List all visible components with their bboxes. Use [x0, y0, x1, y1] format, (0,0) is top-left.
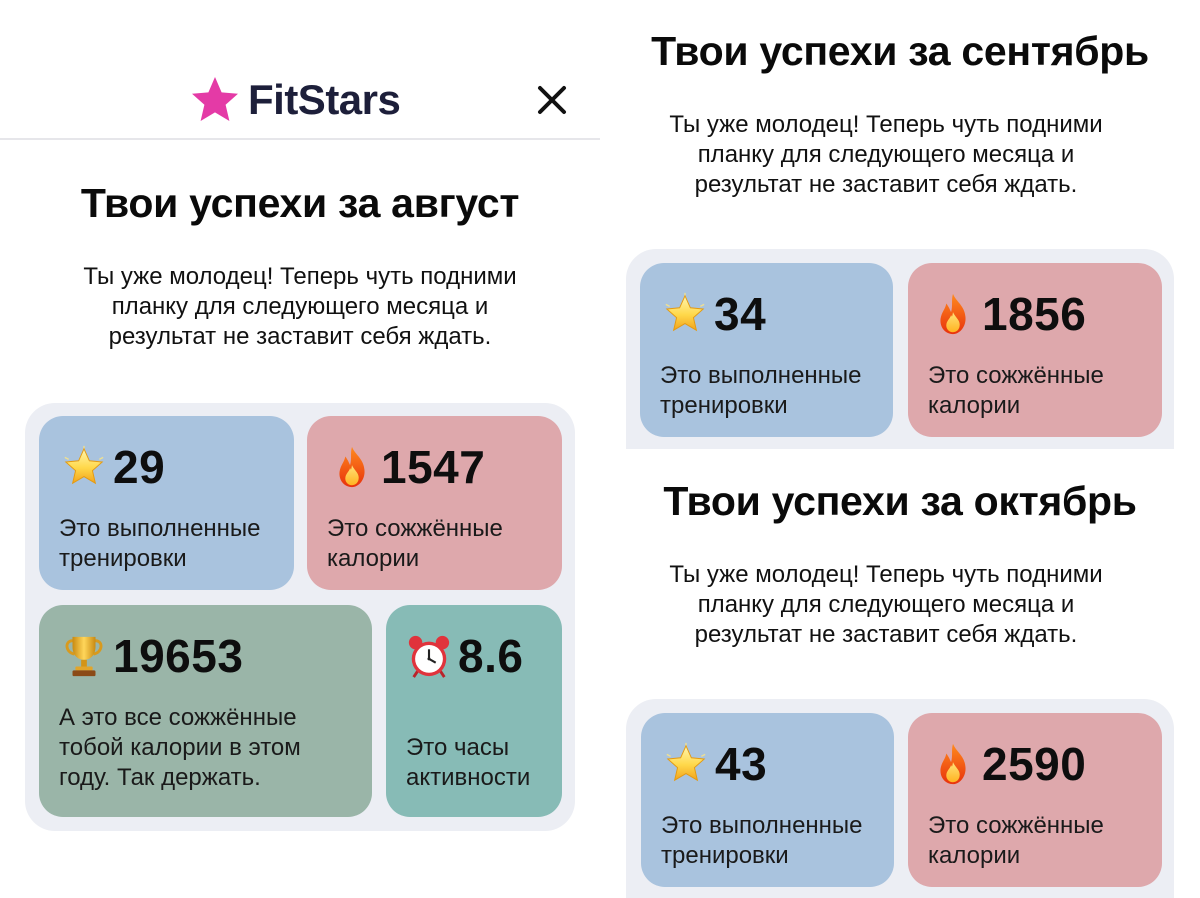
trophy-icon — [61, 633, 107, 679]
stat-caption: Это часы активности — [406, 733, 530, 793]
october-calories-card: 2590 Это сожжённые калории — [908, 713, 1162, 887]
caption-line: калории — [327, 545, 420, 572]
close-icon — [538, 86, 566, 114]
subtitle-line: планку для следующего месяца и — [111, 293, 489, 320]
subtitle-line: Ты уже молодец! Теперь чуть подними — [669, 111, 1103, 138]
alarm-clock-icon — [406, 633, 452, 679]
calories-card: 1547 Это сожжённые калории — [307, 416, 562, 590]
page-title: Твои успехи за август — [80, 180, 520, 226]
caption-line: Это сожжённые — [327, 515, 503, 542]
workouts-card: 29 Это выполненные тренировки — [39, 416, 294, 590]
stat-caption: Это выполненные тренировки — [59, 514, 261, 574]
september-subtitle: Ты уже молодец! Теперь чуть подними план… — [586, 110, 1186, 200]
activity-hours-card: 8.6 Это часы активности — [386, 605, 562, 817]
yearly-calories-card: 19653 А это все сожжённые тобой калории … — [39, 605, 372, 817]
fire-icon — [930, 291, 976, 337]
caption-line: калории — [928, 392, 1021, 419]
stat-caption: Это выполненные тренировки — [661, 811, 863, 871]
fire-icon — [930, 741, 976, 787]
stat-value: 8.6 — [458, 630, 524, 682]
subtitle-line: результат не заставит себя ждать. — [694, 171, 1078, 198]
stat-value: 19653 — [113, 630, 244, 682]
caption-line: Это часы — [406, 734, 510, 761]
stat-caption: А это все сожжённые тобой калории в этом… — [59, 703, 301, 793]
subtitle-line: результат не заставит себя ждать. — [694, 621, 1078, 648]
stat-value: 43 — [715, 738, 768, 790]
caption-line: тренировки — [661, 842, 789, 869]
stat-caption: Это выполненные тренировки — [660, 361, 862, 421]
stat-value: 1547 — [381, 441, 486, 493]
subtitle-line: Ты уже молодец! Теперь чуть подними — [669, 561, 1103, 588]
caption-line: тренировки — [59, 545, 187, 572]
stat-value: 1856 — [982, 288, 1087, 340]
stat-value: 34 — [714, 288, 767, 340]
logo-text: FitStars — [248, 76, 401, 123]
subtitle-line: Ты уже молодец! Теперь чуть подними — [83, 263, 517, 290]
caption-line: Это выполненные — [59, 515, 261, 542]
caption-line: Это выполненные — [661, 812, 863, 839]
caption-line: году. Так держать. — [59, 764, 261, 791]
subtitle: Ты уже молодец! Теперь чуть подними план… — [0, 262, 600, 352]
caption-line: тренировки — [660, 392, 788, 419]
caption-line: калории — [928, 842, 1021, 869]
september-calories-card: 1856 Это сожжённые калории — [908, 263, 1162, 437]
stat-caption: Это сожжённые калории — [928, 361, 1104, 421]
caption-line: А это все сожжённые — [59, 704, 297, 731]
stat-caption: Это сожжённые калории — [327, 514, 503, 574]
star-icon — [192, 77, 238, 121]
september-workouts-card: 34 Это выполненные тренировки — [640, 263, 893, 437]
caption-line: Это сожжённые — [928, 812, 1104, 839]
star-icon — [61, 444, 107, 490]
app-header — [0, 0, 600, 140]
stat-caption: Это сожжённые калории — [928, 811, 1104, 871]
subtitle-line: планку для следующего месяца и — [697, 591, 1075, 618]
october-workouts-card: 43 Это выполненные тренировки — [641, 713, 894, 887]
caption-line: Это сожжённые — [928, 362, 1104, 389]
close-button[interactable] — [530, 78, 574, 122]
caption-line: Это выполненные — [660, 362, 862, 389]
stat-value: 2590 — [982, 738, 1087, 790]
caption-line: тобой калории в этом — [59, 734, 301, 761]
star-icon — [663, 741, 709, 787]
caption-line: активности — [406, 764, 531, 791]
october-subtitle: Ты уже молодец! Теперь чуть подними план… — [586, 560, 1186, 650]
september-title: Твои успехи за сентябрь — [651, 28, 1149, 74]
stat-value: 29 — [113, 441, 166, 493]
subtitle-line: планку для следующего месяца и — [697, 141, 1075, 168]
subtitle-line: результат не заставит себя ждать. — [108, 323, 492, 350]
fire-icon — [329, 444, 375, 490]
app-logo: FitStars — [190, 70, 401, 130]
october-title: Твои успехи за октябрь — [663, 478, 1137, 524]
star-icon — [662, 291, 708, 337]
